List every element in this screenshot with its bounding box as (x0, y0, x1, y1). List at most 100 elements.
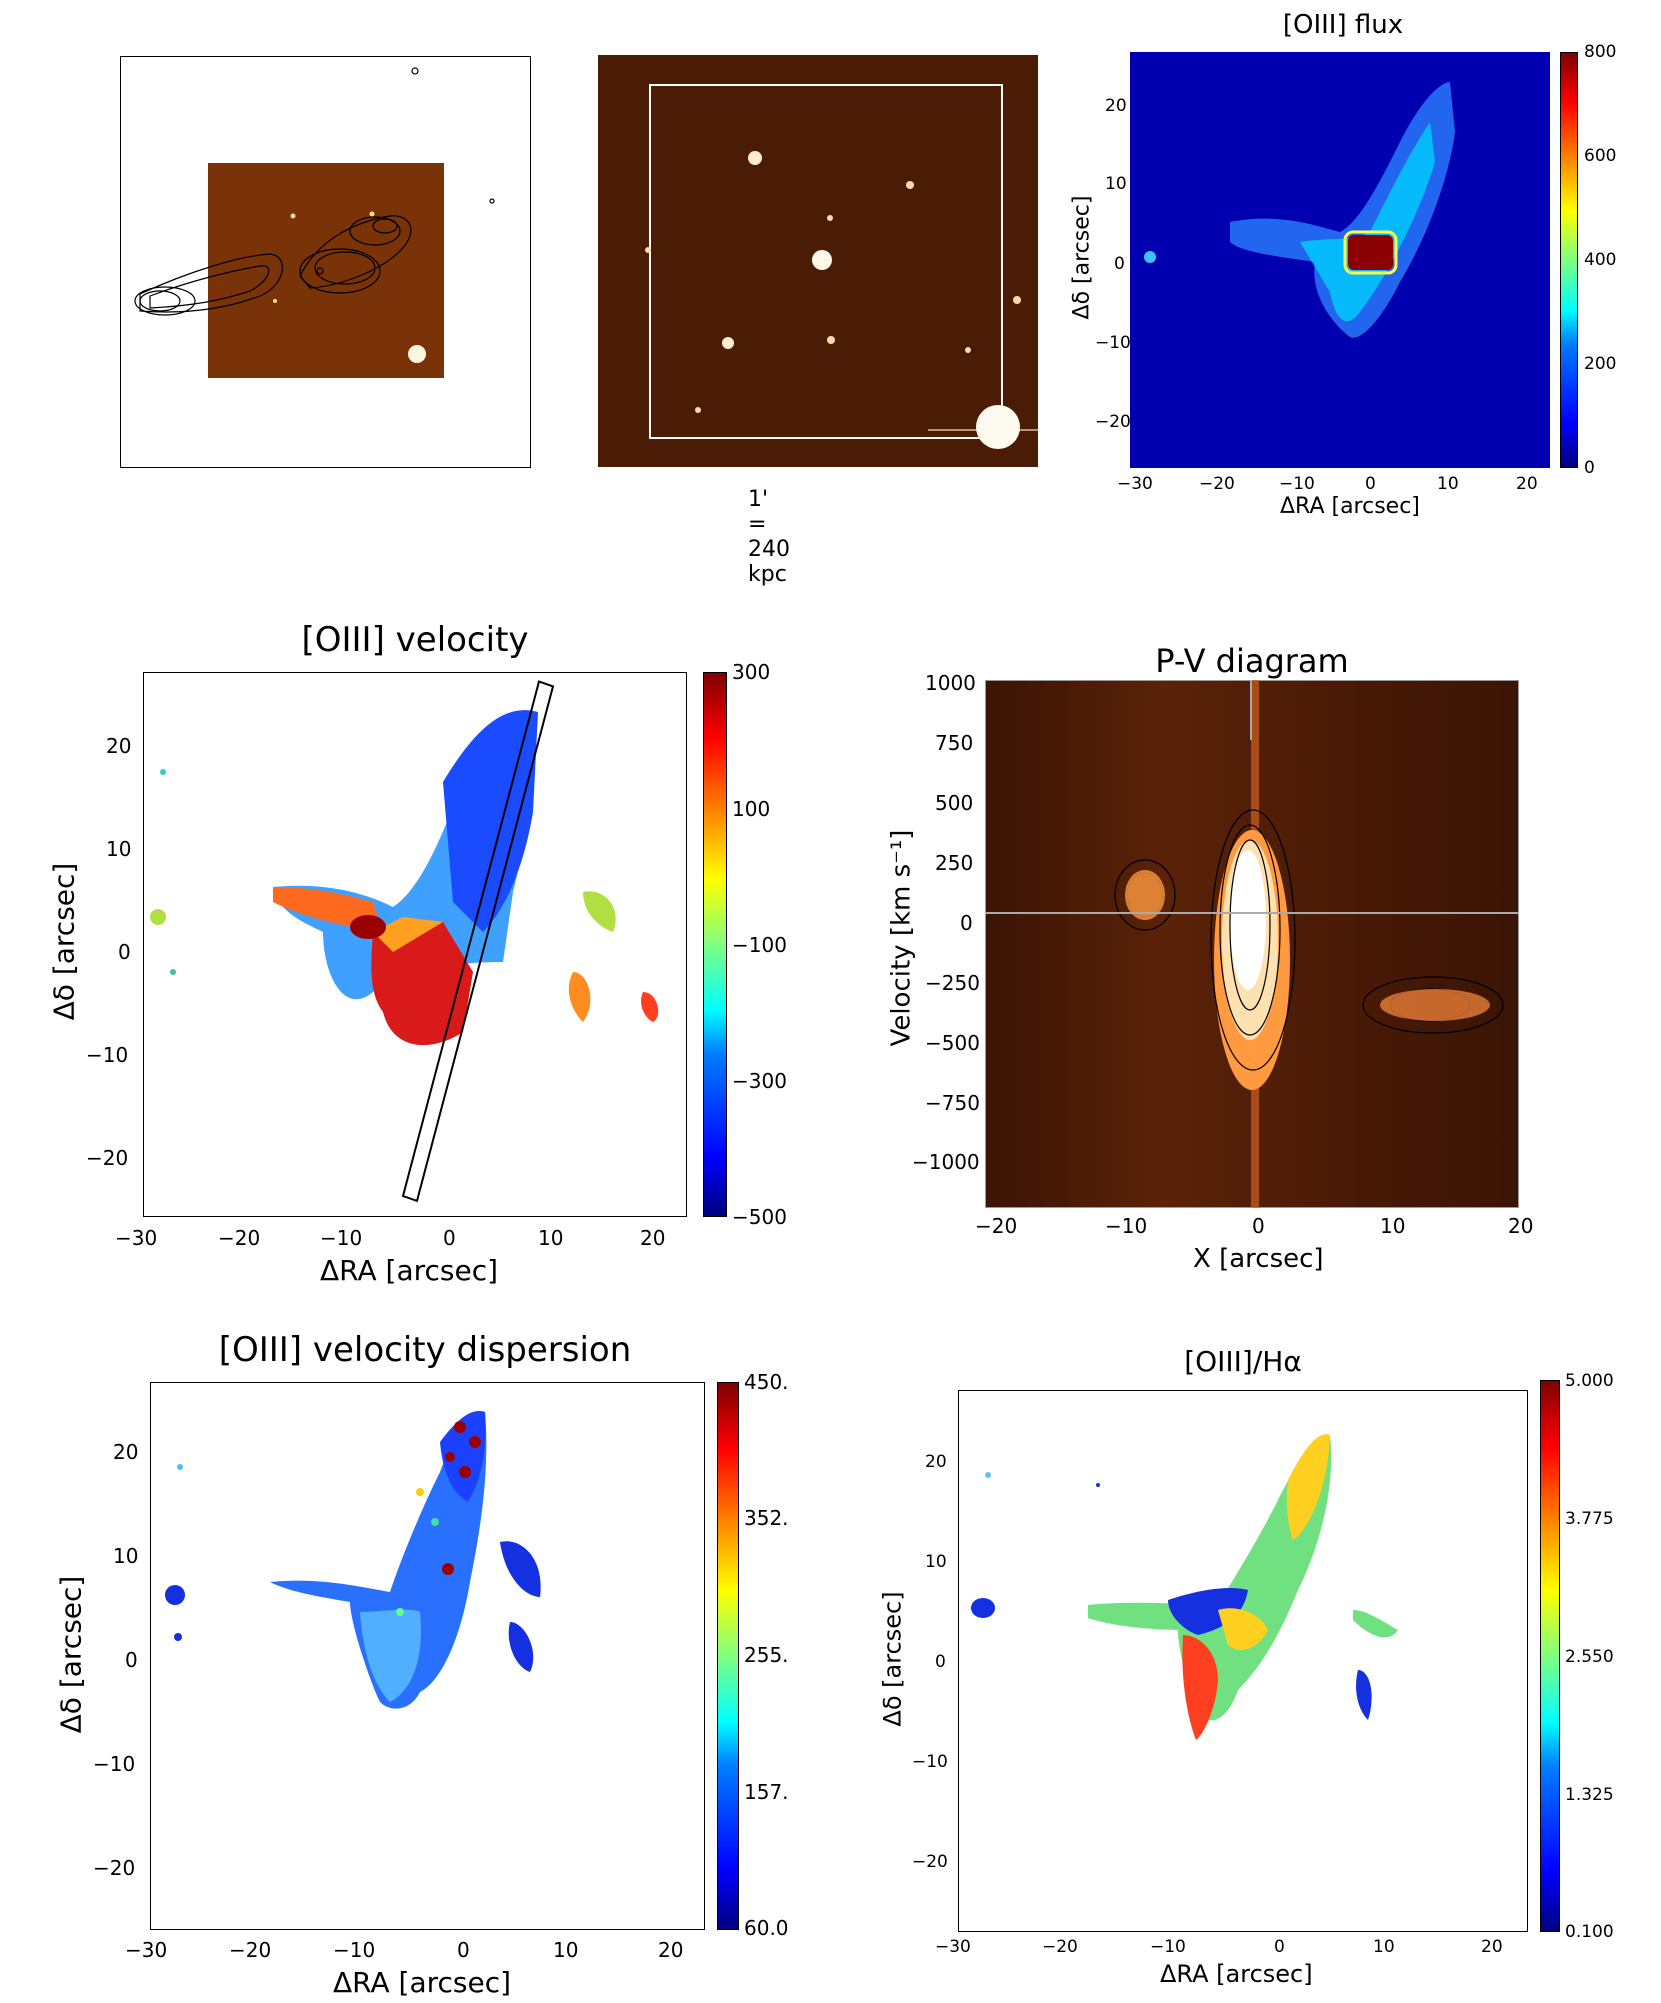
y-tick: 0 (1114, 254, 1125, 274)
x-axis-label: ΔRA [arcsec] (1280, 494, 1420, 519)
colorbar (1540, 1380, 1560, 1932)
x-tick: 10 (553, 1938, 579, 1962)
y-tick: 0 (118, 940, 131, 964)
y-tick: 20 (113, 1440, 139, 1464)
x-tick: −20 (1042, 1937, 1078, 1957)
colorbar-tick: 100 (732, 797, 771, 821)
y-tick: −10 (86, 1043, 129, 1067)
y-axis-label: Velocity [km s⁻¹] (886, 829, 917, 1047)
y-tick: 1000 (925, 671, 976, 695)
x-tick: 20 (1508, 1214, 1534, 1238)
y-tick: −20 (1095, 412, 1131, 432)
plot-frame (150, 1382, 705, 1930)
x-tick: −20 (975, 1214, 1018, 1238)
colorbar-tick: 157. (744, 1780, 789, 1804)
x-axis-label: ΔRA [arcsec] (320, 1254, 499, 1287)
y-tick: 0 (935, 1652, 946, 1672)
x-axis-label: ΔRA [arcsec] (333, 1966, 512, 1999)
y-axis-label: Δδ [arcsec] (47, 862, 81, 1021)
colorbar-tick: −500 (732, 1205, 787, 1229)
colorbar-tick: 60.0 (744, 1916, 789, 1940)
y-tick: 10 (925, 1552, 947, 1572)
pv-features (985, 680, 1519, 1208)
y-tick: 0 (960, 911, 973, 935)
x-tick: −10 (320, 1226, 363, 1250)
y-tick: −10 (912, 1752, 948, 1772)
y-tick: −10 (93, 1752, 136, 1776)
chart-title: [OIII]/Hα (1184, 1345, 1302, 1378)
y-axis-label: Δδ [arcsec] (54, 1575, 88, 1734)
colorbar-tick: 3.775 (1565, 1509, 1614, 1529)
x-tick: −30 (125, 1938, 168, 1962)
optical-stars (645, 84, 1038, 449)
x-tick: 0 (1365, 474, 1376, 494)
x-tick: −10 (1279, 474, 1315, 494)
x-axis-label: ΔRA [arcsec] (1160, 1960, 1313, 1988)
x-tick: −10 (1150, 1937, 1186, 1957)
colorbar-tick: −300 (732, 1069, 787, 1093)
y-axis-label: Δδ [arcsec] (1069, 195, 1095, 320)
y-tick: 0 (125, 1648, 138, 1672)
x-tick: 0 (457, 1938, 470, 1962)
y-tick: 20 (106, 734, 132, 758)
colorbar-tick: 0 (1584, 458, 1595, 478)
colorbar-tick: 450. (744, 1370, 789, 1394)
colorbar-tick: 1.325 (1565, 1785, 1614, 1805)
colorbar-tick: 200 (1584, 354, 1617, 374)
y-tick: 20 (925, 1452, 947, 1472)
y-tick: −20 (86, 1146, 129, 1170)
x-tick: −30 (935, 1937, 971, 1957)
y-tick: 10 (106, 837, 132, 861)
x-tick: −30 (1117, 474, 1153, 494)
velocity-map (150, 680, 659, 1203)
y-tick: −20 (912, 1852, 948, 1872)
y-tick: 500 (935, 791, 974, 815)
colorbar-tick: 0.100 (1565, 1922, 1614, 1942)
colorbar (717, 1382, 739, 1930)
colorbar-tick: 400 (1584, 250, 1617, 270)
x-tick: −20 (218, 1226, 261, 1250)
colorbar-tick: 300 (732, 660, 771, 684)
y-tick: 750 (935, 731, 974, 755)
chart-title: P-V diagram (1155, 642, 1349, 680)
y-tick: −1000 (912, 1150, 980, 1174)
x-tick: 20 (640, 1226, 666, 1250)
x-tick: 20 (1481, 1937, 1503, 1957)
colorbar-tick: 5.000 (1565, 1371, 1614, 1391)
overlay-optical-image (208, 163, 444, 378)
y-tick: −20 (93, 1856, 136, 1880)
y-tick: −10 (1095, 333, 1131, 353)
x-axis-label: X [arcsec] (1193, 1244, 1324, 1274)
colorbar-tick: −100 (732, 933, 787, 957)
y-axis-label: Δδ [arcsec] (878, 1591, 907, 1727)
flux-emission (1144, 82, 1455, 338)
colorbar-tick: 600 (1584, 146, 1617, 166)
chart-title: [OIII] velocity (301, 620, 529, 660)
colorbar (1560, 52, 1578, 468)
x-tick: −20 (229, 1938, 272, 1962)
x-tick: 0 (443, 1226, 456, 1250)
chart-title: [OIII] velocity dispersion (218, 1330, 632, 1370)
x-tick: 20 (658, 1938, 684, 1962)
colorbar-tick: 255. (744, 1643, 789, 1667)
colorbar-tick: 2.550 (1565, 1647, 1614, 1667)
y-tick: 250 (935, 851, 974, 875)
x-tick: 10 (1373, 1937, 1395, 1957)
radio-contours (134, 67, 495, 363)
y-tick: −750 (925, 1091, 980, 1115)
scale-label: 1' = 240 kpc (748, 487, 790, 587)
y-tick: 10 (113, 1544, 139, 1568)
x-tick: −20 (1199, 474, 1235, 494)
plot-frame (143, 672, 687, 1217)
y-tick: 10 (1105, 174, 1127, 194)
x-tick: 10 (1380, 1214, 1406, 1238)
colorbar (703, 672, 727, 1217)
y-tick: −250 (925, 971, 980, 995)
x-tick: −30 (115, 1226, 158, 1250)
x-tick: −10 (333, 1938, 376, 1962)
y-tick: −500 (925, 1031, 980, 1055)
colorbar-tick: 800 (1584, 42, 1617, 62)
chart-title: [OIII] flux (1282, 10, 1404, 40)
x-tick: 0 (1252, 1214, 1265, 1238)
x-tick: 20 (1516, 474, 1538, 494)
